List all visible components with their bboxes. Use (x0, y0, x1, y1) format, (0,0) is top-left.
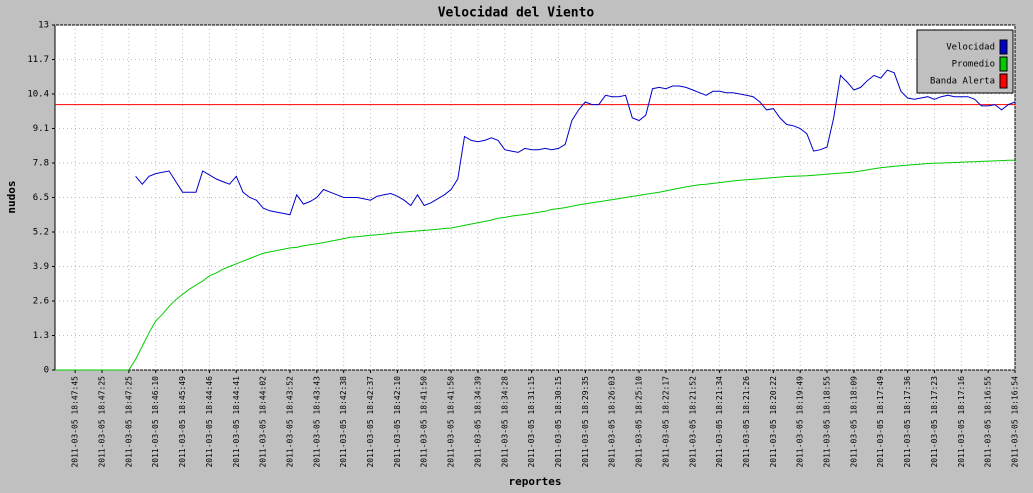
x-tick-label: 2011-03-05 18:17:49 (876, 376, 885, 468)
x-tick-label: 2011-03-05 18:44:41 (232, 376, 241, 468)
legend-label: Promedio (952, 60, 995, 70)
x-tick-label: 2011-03-05 18:45:49 (178, 376, 187, 468)
x-tick-label: 2011-03-05 18:44:02 (259, 376, 268, 468)
y-tick-label: 9.1 (33, 124, 49, 134)
y-tick-label: 7.8 (33, 159, 49, 169)
x-tick-label: 2011-03-05 18:41:50 (420, 376, 429, 468)
legend-label: Banda Alerta (930, 77, 995, 87)
x-axis-label: reportes (509, 475, 562, 488)
x-tick-label: 2011-03-05 18:47:45 (71, 376, 80, 468)
x-tick-label: 2011-03-05 18:47:25 (124, 376, 133, 468)
x-tick-label: 2011-03-05 18:19:49 (796, 376, 805, 468)
y-tick-label: 6.5 (33, 193, 49, 203)
x-tick-label: 2011-03-05 18:17:23 (930, 376, 939, 468)
x-tick-label: 2011-03-05 18:34:28 (500, 376, 509, 468)
legend-label: Velocidad (946, 43, 995, 53)
x-tick-label: 2011-03-05 18:34:39 (473, 376, 482, 468)
legend-swatch (999, 39, 1008, 55)
chart-title: Velocidad del Viento (438, 6, 595, 21)
x-tick-label: 2011-03-05 18:17:16 (957, 376, 966, 468)
x-tick-label: 2011-03-05 18:18:09 (849, 376, 858, 468)
x-tick-label: 2011-03-05 18:30:15 (554, 376, 563, 468)
x-tick-label: 2011-03-05 18:20:22 (769, 376, 778, 468)
x-tick-label: 2011-03-05 18:42:10 (393, 376, 402, 468)
x-tick-label: 2011-03-05 18:26:03 (608, 376, 617, 468)
data-line (55, 159, 1015, 371)
x-tick-label: 2011-03-05 18:16:55 (984, 376, 993, 468)
x-tick-label: 2011-03-05 18:21:34 (715, 376, 724, 468)
legend-box (916, 29, 1014, 94)
x-tick-label: 2011-03-05 18:25:10 (635, 376, 644, 468)
data-line (135, 69, 1016, 216)
y-tick-label: 11.7 (27, 55, 49, 65)
x-tick-label: 2011-03-05 18:43:52 (285, 376, 294, 468)
x-tick-label: 2011-03-05 18:41:50 (447, 376, 456, 468)
x-tick-label: 2011-03-05 18:31:15 (527, 376, 536, 468)
x-tick-label: 2011-03-05 18:29:35 (581, 376, 590, 468)
y-tick-label: 0 (44, 366, 49, 376)
x-tick-label: 2011-03-05 18:44:46 (205, 376, 214, 468)
x-tick-label: 2011-03-05 18:16:54 (1011, 376, 1020, 468)
x-tick-label: 2011-03-05 18:42:37 (366, 376, 375, 468)
x-tick-label: 2011-03-05 18:21:52 (688, 376, 697, 468)
y-tick-label: 2.6 (33, 297, 49, 307)
y-tick-label: 1.3 (33, 331, 49, 341)
y-tick-label: 3.9 (33, 262, 49, 272)
x-tick-label: 2011-03-05 18:17:36 (903, 376, 912, 468)
x-tick-label: 2011-03-05 18:22:17 (661, 376, 670, 468)
x-tick-label: 2011-03-05 18:43:43 (312, 376, 321, 468)
y-axis-label: nudos (5, 180, 18, 213)
x-tick-label: 2011-03-05 18:18:55 (823, 376, 832, 468)
x-tick-label: 2011-03-05 18:21:26 (742, 376, 751, 468)
legend-swatch (999, 56, 1008, 72)
x-tick-label: 2011-03-05 18:47:25 (97, 376, 106, 468)
y-tick-label: 10.4 (27, 90, 49, 100)
y-tick-label: 13 (38, 21, 49, 31)
x-tick-label: 2011-03-05 18:42:38 (339, 376, 348, 468)
legend-swatch (999, 73, 1008, 89)
x-tick-label: 2011-03-05 18:46:10 (151, 376, 160, 468)
y-tick-label: 5.2 (33, 228, 49, 238)
